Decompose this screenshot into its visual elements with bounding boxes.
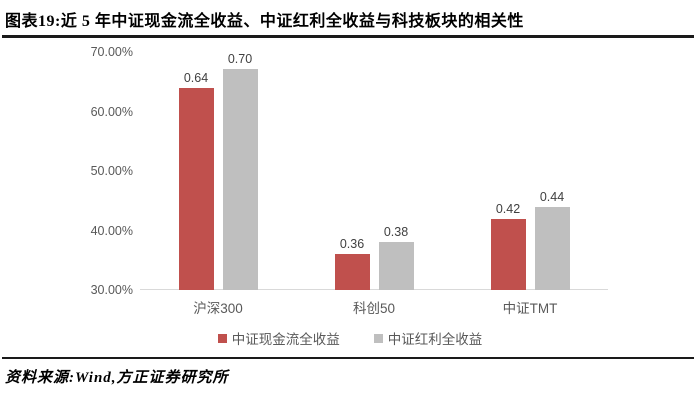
bar (534, 206, 570, 290)
bar-wrap: 0.36 (334, 52, 370, 290)
x-axis-label: 沪深300 (193, 301, 243, 316)
bar-group: 0.64 0.70 (140, 52, 296, 290)
x-axis-labels: 沪深300 科创50 中证TMT (140, 297, 608, 317)
bar-group: 0.42 0.44 (452, 52, 608, 290)
bar (222, 69, 258, 290)
legend-item: 中证现金流全收益 (217, 328, 340, 348)
legend-item: 中证红利全收益 (373, 328, 483, 348)
x-axis-label: 科创50 (352, 301, 396, 316)
legend: 中证现金流全收益 中证红利全收益 (0, 328, 700, 348)
legend-swatch-icon (217, 333, 227, 343)
bar (334, 254, 370, 290)
y-axis-tick: 70.00% (90, 45, 133, 59)
bar (490, 218, 526, 290)
chart-title: 图表19:近 5 年中证现金流全收益、中证红利全收益与科技板块的相关性 (5, 13, 524, 30)
bar-value-label: 0.36 (339, 237, 365, 252)
bar-value-label: 0.70 (227, 52, 253, 66)
bar-value-label: 0.42 (495, 201, 521, 216)
bar (378, 242, 414, 290)
bar-wrap: 0.70 (222, 52, 258, 290)
plot-area: 0.64 0.70 0.36 0.38 0.42 0.44 (140, 52, 608, 290)
y-axis-tick: 30.00% (90, 283, 133, 297)
y-axis-tick: 40.00% (90, 223, 133, 238)
bar-group: 0.36 0.38 (296, 52, 452, 290)
y-axis: 70.00% 60.00% 50.00% 40.00% 30.00% (0, 0, 133, 401)
bar-wrap: 0.42 (490, 52, 526, 290)
y-axis-tick: 50.00% (90, 164, 133, 178)
footer-divider (2, 357, 694, 359)
source-note: 资料来源:Wind,方正证券研究所 (5, 370, 229, 386)
legend-label: 中证现金流全收益 (231, 332, 340, 347)
bar (178, 87, 214, 290)
bar-wrap: 0.38 (378, 52, 414, 290)
legend-label: 中证红利全收益 (387, 332, 483, 347)
bar-wrap: 0.64 (178, 52, 214, 290)
bar-value-label: 0.64 (183, 70, 209, 85)
bar-wrap: 0.44 (534, 52, 570, 290)
title-divider (2, 35, 694, 38)
y-axis-tick: 60.00% (90, 104, 133, 119)
bar-value-label: 0.38 (383, 225, 409, 240)
legend-swatch-icon (373, 333, 383, 343)
bar-value-label: 0.44 (539, 189, 565, 204)
x-axis-label: 中证TMT (502, 301, 558, 316)
x-axis-baseline (140, 289, 608, 290)
